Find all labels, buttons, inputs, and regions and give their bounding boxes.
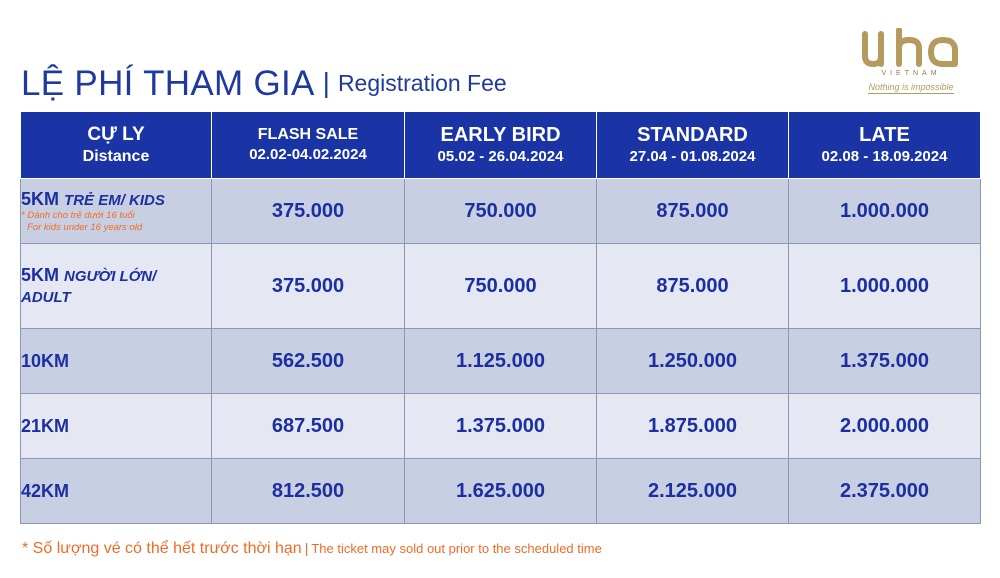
table-header-row: CỰ LY Distance FLASH SALE 02.02-04.02.20… xyxy=(20,112,981,179)
logo-country: VIETNAM xyxy=(881,70,941,77)
price-cell: 1.625.000 xyxy=(404,458,597,524)
title-vietnamese: LỆ PHÍ THAM GIA xyxy=(21,64,315,103)
table-row: 5KM TRẺ EM/ KIDS * Dành cho trẻ dưới 16 … xyxy=(20,178,981,244)
table-row: 5KM NGƯỜI LỚN/ ADULT 375.000 750.000 875… xyxy=(20,243,981,329)
logo-tagline: Nothing is impossible xyxy=(868,82,954,94)
column-header-early-bird: EARLY BIRD 05.02 - 26.04.2024 xyxy=(404,112,597,179)
price-cell: 1.000.000 xyxy=(788,243,981,329)
column-header-late: LATE 02.08 - 18.09.2024 xyxy=(788,112,981,179)
column-header-standard: STANDARD 27.04 - 01.08.2024 xyxy=(596,112,789,179)
price-cell: 1.375.000 xyxy=(404,393,597,459)
vha-logo-mark-icon xyxy=(862,28,958,68)
price-cell: 375.000 xyxy=(211,243,405,329)
sold-out-notice: * Số lượng vé có thể hết trước thời hạn |… xyxy=(22,540,602,558)
column-header-distance: CỰ LY Distance xyxy=(20,112,212,179)
price-cell: 1.250.000 xyxy=(596,328,789,394)
price-cell: 1.375.000 xyxy=(788,328,981,394)
registration-fee-table: CỰ LY Distance FLASH SALE 02.02-04.02.20… xyxy=(20,112,981,524)
price-cell: 1.125.000 xyxy=(404,328,597,394)
price-cell: 2.125.000 xyxy=(596,458,789,524)
distance-cell: 21KM xyxy=(20,393,212,459)
kids-age-note: * Dành cho trẻ dưới 16 tuổi xyxy=(21,209,135,221)
price-cell: 1.000.000 xyxy=(788,178,981,244)
table-row: 42KM 812.500 1.625.000 2.125.000 2.375.0… xyxy=(20,458,981,524)
distance-cell: 42KM xyxy=(20,458,212,524)
footer-separator: | xyxy=(304,540,309,556)
price-cell: 2.375.000 xyxy=(788,458,981,524)
column-header-flash-sale: FLASH SALE 02.02-04.02.2024 xyxy=(211,112,405,179)
page-title: LỆ PHÍ THAM GIA | Registration Fee xyxy=(21,64,507,104)
vha-logo: VIETNAM Nothing is impossible xyxy=(857,28,965,95)
title-english: Registration Fee xyxy=(337,70,507,96)
table-row: 10KM 562.500 1.125.000 1.250.000 1.375.0… xyxy=(20,328,981,394)
price-cell: 1.875.000 xyxy=(596,393,789,459)
title-separator: | xyxy=(322,67,330,98)
table-row: 21KM 687.500 1.375.000 1.875.000 2.000.0… xyxy=(20,393,981,459)
price-cell: 750.000 xyxy=(404,243,597,329)
distance-cell: 10KM xyxy=(20,328,212,394)
distance-cell: 5KM TRẺ EM/ KIDS * Dành cho trẻ dưới 16 … xyxy=(20,178,212,244)
kids-age-note-english: For kids under 16 years old xyxy=(27,221,143,233)
price-cell: 812.500 xyxy=(211,458,405,524)
price-cell: 750.000 xyxy=(404,178,597,244)
distance-cell: 5KM NGƯỜI LỚN/ ADULT xyxy=(20,243,212,329)
sold-out-notice-english: The ticket may sold out prior to the sch… xyxy=(311,541,602,556)
price-cell: 2.000.000 xyxy=(788,393,981,459)
price-cell: 562.500 xyxy=(211,328,405,394)
price-cell: 875.000 xyxy=(596,243,789,329)
sold-out-notice-vietnamese: * Số lượng vé có thể hết trước thời hạn xyxy=(22,540,302,557)
price-cell: 687.500 xyxy=(211,393,405,459)
price-cell: 375.000 xyxy=(211,178,405,244)
price-cell: 875.000 xyxy=(596,178,789,244)
